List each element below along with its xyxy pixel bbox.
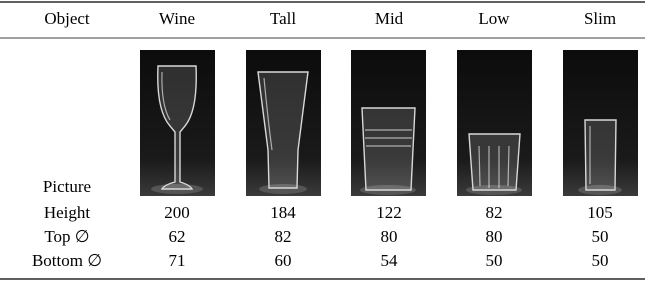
cell: 80 [381, 227, 398, 246]
cell: 184 [270, 203, 296, 222]
picture-tall [246, 50, 321, 196]
header-cell: Mid [375, 9, 404, 28]
row-label: Picture [43, 177, 91, 196]
picture-slim [563, 50, 638, 196]
cell: 105 [587, 203, 613, 222]
header-cell: Slim [584, 9, 616, 28]
cell: 50 [486, 251, 503, 270]
cell: 50 [592, 227, 609, 246]
header-cell: Wine [159, 9, 195, 28]
cell: 82 [275, 227, 292, 246]
header-cell: Object [44, 9, 90, 28]
row-label: Bottom ∅ [32, 251, 102, 270]
cell: 82 [486, 203, 503, 222]
header-cell: Tall [270, 9, 296, 28]
row-label: Top ∅ [44, 227, 89, 246]
picture-wine [140, 50, 215, 196]
cell: 54 [381, 251, 399, 270]
table: Object Wine Tall Mid Low Slim Picture Height 200… [0, 0, 645, 281]
cell: 60 [275, 251, 292, 270]
header-cell: Low [478, 9, 510, 28]
cell: 80 [486, 227, 503, 246]
picture-low [457, 50, 532, 196]
cell: 50 [592, 251, 609, 270]
cell: 122 [376, 203, 402, 222]
cell: 71 [169, 251, 186, 270]
picture-mid [351, 50, 426, 196]
cell: 62 [169, 227, 186, 246]
cell: 200 [164, 203, 190, 222]
row-label: Height [44, 203, 91, 222]
